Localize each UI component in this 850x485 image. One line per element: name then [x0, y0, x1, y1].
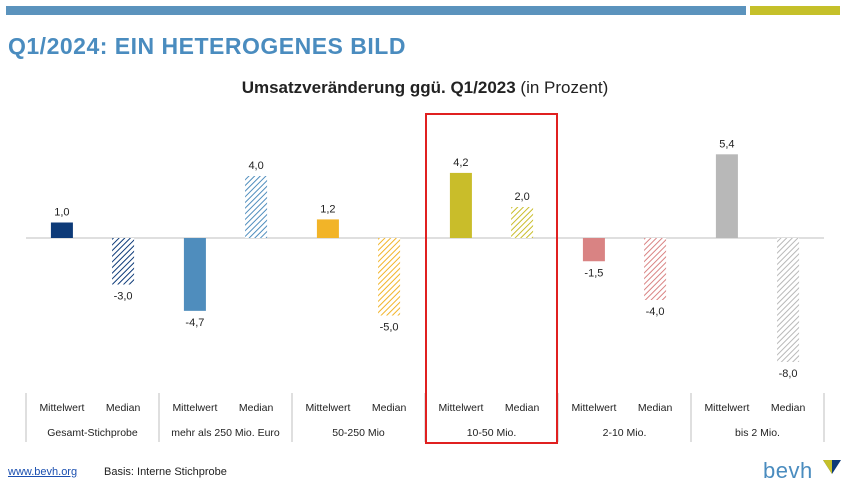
- bar-mittelwert: [183, 238, 206, 311]
- bar-mittelwert: [449, 172, 472, 238]
- bar-median: [112, 238, 135, 285]
- bar-category-label: Mittelwert: [172, 402, 217, 414]
- data-label: 4,2: [453, 157, 468, 169]
- chart-title-main: Umsatzveränderung ggü. Q1/2023: [241, 78, 516, 97]
- data-label: 2,0: [514, 191, 529, 203]
- bar-mittelwert: [582, 238, 605, 262]
- data-label: 4,0: [248, 160, 263, 172]
- website-link[interactable]: www.bevh.org: [8, 466, 78, 478]
- slide-title: Q1/2024: EIN HETEROGENES BILD: [8, 33, 406, 59]
- group-label: Gesamt-Stichprobe: [47, 427, 138, 439]
- bar-median: [378, 238, 401, 316]
- highlight-box: [425, 113, 558, 444]
- data-label: 5,4: [719, 138, 734, 150]
- bar-mittelwert: [50, 222, 73, 238]
- data-label: -4,0: [646, 306, 665, 318]
- chart-title: Umsatzveränderung ggü. Q1/2023 (in Proze…: [0, 78, 850, 98]
- bar-median: [245, 176, 268, 238]
- bar-mittelwert: [715, 154, 738, 238]
- data-label: 1,0: [54, 207, 69, 219]
- bar-category-label: Mittelwert: [438, 402, 483, 414]
- data-label: 1,2: [320, 203, 335, 215]
- group-label: 10-50 Mio.: [467, 427, 517, 439]
- bar-category-label: Mittelwert: [305, 402, 350, 414]
- bar-category-label: Median: [239, 402, 274, 414]
- bar-category-label: Median: [505, 402, 540, 414]
- bar-median: [511, 207, 534, 238]
- bar-category-label: Mittelwert: [39, 402, 84, 414]
- chart-title-unit: (in Prozent): [520, 78, 609, 97]
- bar-mittelwert: [316, 219, 339, 238]
- data-label: -8,0: [779, 368, 798, 380]
- header-bar-olive: [750, 6, 840, 15]
- logo-mark-icon: [823, 460, 841, 474]
- bar-category-label: Median: [638, 402, 673, 414]
- bar-category-label: Median: [372, 402, 407, 414]
- bar-median: [644, 238, 667, 300]
- bar-category-label: Mittelwert: [704, 402, 749, 414]
- data-label: -1,5: [584, 267, 603, 279]
- data-label: -3,0: [114, 291, 133, 303]
- bar-category-label: Median: [771, 402, 806, 414]
- bevh-logo: bevh: [763, 458, 813, 483]
- footer-note: Basis: Interne Stichprobe: [104, 466, 227, 478]
- group-label: mehr als 250 Mio. Euro: [171, 427, 280, 439]
- data-label: -4,7: [185, 317, 204, 329]
- bar-category-label: Median: [106, 402, 141, 414]
- bar-category-label: Mittelwert: [571, 402, 616, 414]
- data-label: -5,0: [380, 322, 399, 334]
- group-label: 2-10 Mio.: [603, 427, 647, 439]
- group-label: 50-250 Mio: [332, 427, 385, 439]
- group-label: bis 2 Mio.: [735, 427, 780, 439]
- bar-median: [777, 238, 800, 362]
- header-bar-blue: [6, 6, 746, 15]
